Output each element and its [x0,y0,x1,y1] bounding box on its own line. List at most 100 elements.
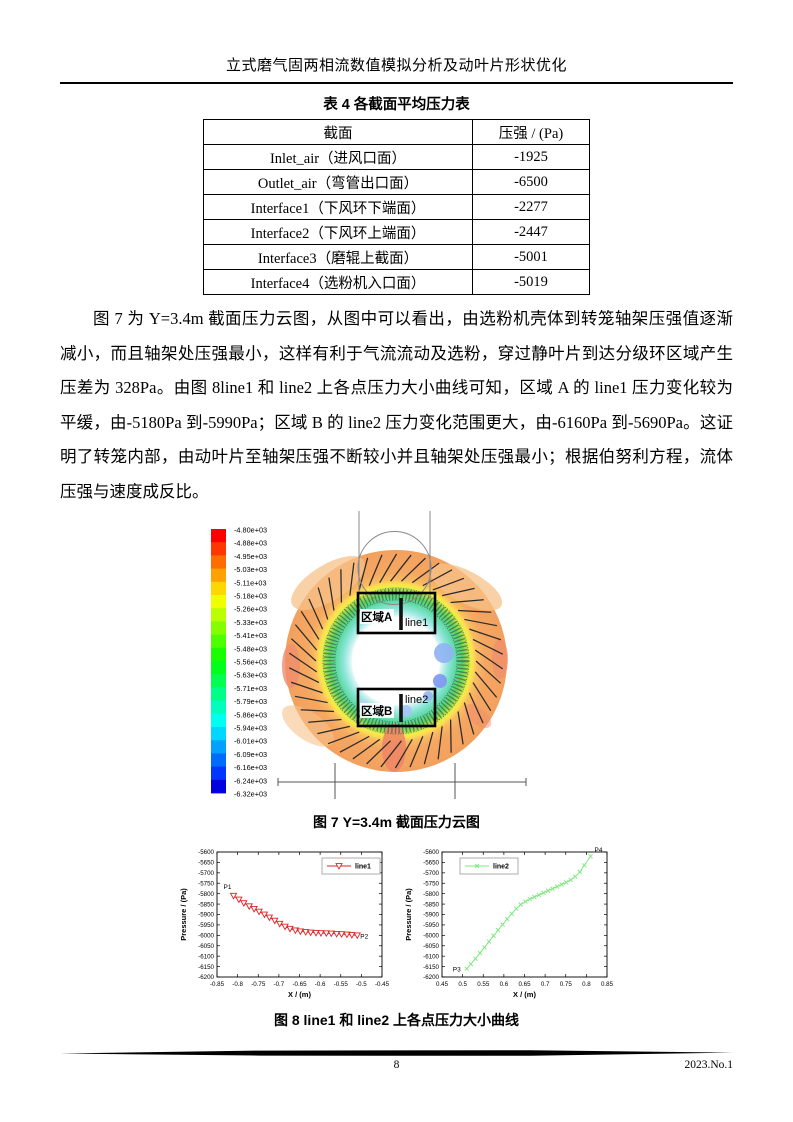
svg-text:0.7: 0.7 [540,981,549,988]
svg-text:Pressure / (Pa): Pressure / (Pa) [404,888,413,941]
svg-text:-5800: -5800 [198,891,214,898]
dimension-lines [277,763,527,799]
svg-text:-5.86e+03: -5.86e+03 [234,710,267,719]
svg-text:P1: P1 [223,884,231,891]
page-number: 8 [393,1059,400,1071]
static-vanes [288,553,504,769]
svg-text:-6050: -6050 [198,943,214,950]
figure7-caption: 图 7 Y=3.4m 截面压力云图 [313,814,480,830]
svg-text:-0.65: -0.65 [292,981,307,988]
svg-text:-5950: -5950 [198,922,214,929]
svg-text:-5.48e+03: -5.48e+03 [234,644,267,653]
svg-text:-6200: -6200 [198,974,214,981]
svg-text:-5.26e+03: -5.26e+03 [234,605,267,614]
svg-text:0.55: 0.55 [477,981,490,988]
header-divider [60,82,733,84]
table-row: Interface1（下风环下端面） -2277 [203,194,590,220]
region-b-box: 区域B line2 [356,687,437,728]
svg-text:-5600: -5600 [198,849,214,856]
svg-text:line1: line1 [355,864,371,871]
table-cell: -1925 [472,144,590,170]
line1-chart: -0.85 -0.8 -0.75 -0.7 -0.65 -0.6 -0.55 -0.5 -0.4… [179,849,390,999]
svg-text:P2: P2 [360,933,368,940]
svg-text:-5.11e+03: -5.11e+03 [234,578,267,587]
page-title: 立式磨气固两相流数值模拟分析及动叶片形状优化 [225,58,567,74]
svg-text:-0.6: -0.6 [314,981,325,988]
svg-text:-5.79e+03: -5.79e+03 [234,697,267,706]
svg-text:-5700: -5700 [423,870,439,877]
svg-text:-6150: -6150 [198,964,214,971]
svg-text:0.8: 0.8 [582,981,591,988]
outlet-tube-outline [357,511,432,605]
issue-label: 2023.No.1 [684,1059,733,1071]
svg-text:-0.55: -0.55 [333,981,348,988]
table-cell: -6500 [472,169,590,195]
svg-text:-0.85: -0.85 [209,981,224,988]
svg-text:-0.75: -0.75 [251,981,266,988]
svg-text:-6100: -6100 [423,953,439,960]
svg-text:-4.95e+03: -4.95e+03 [234,552,267,561]
svg-text:-5600: -5600 [423,849,439,856]
svg-text:-6.01e+03: -6.01e+03 [234,737,267,746]
svg-text:-6.32e+03: -6.32e+03 [234,790,267,799]
svg-text:-5750: -5750 [423,880,439,887]
svg-text:-5700: -5700 [198,870,214,877]
svg-text:-5900: -5900 [423,912,439,919]
svg-text:0.65: 0.65 [518,981,531,988]
svg-text:-5650: -5650 [423,860,439,867]
svg-text:-5.33e+03: -5.33e+03 [234,618,267,627]
svg-text:-5.03e+03: -5.03e+03 [234,565,267,574]
svg-text:0.6: 0.6 [499,981,508,988]
svg-text:-0.5: -0.5 [356,981,367,988]
svg-text:-0.8: -0.8 [232,981,243,988]
svg-text:X / (m): X / (m) [288,990,311,999]
svg-text:P4: P4 [594,847,602,854]
svg-text:-5.41e+03: -5.41e+03 [234,631,267,640]
svg-text:0.5: 0.5 [458,981,467,988]
table-cell: Interface4（选粉机入口面） [203,269,473,295]
svg-text:0.45: 0.45 [435,981,448,988]
svg-text:-5.94e+03: -5.94e+03 [234,724,267,733]
table-row: Outlet_air（弯管出口面） -6500 [203,169,590,195]
table-cell: -5001 [472,244,590,270]
table-header-section: 截面 [203,119,473,145]
table-header-pressure: 压强 / (Pa) [472,119,590,145]
table-cell: Interface3（磨辊上截面） [203,244,473,270]
svg-text:-4.88e+03: -4.88e+03 [234,539,267,548]
figure8-caption: 图 8 line1 和 line2 上各点压力大小曲线 [273,1012,520,1028]
svg-text:-6000: -6000 [198,933,214,940]
contour-plot: -4.80e+03 -4.88e+03 -4.95e+03 -5.03e+03 -5.1… [211,511,527,799]
svg-text:-6000: -6000 [423,933,439,940]
table-row: Inlet_air（进风口面） -1925 [203,144,590,170]
svg-text:X / (m): X / (m) [513,990,536,999]
body-paragraph: 图 7 为 Y=3.4m 截面压力云图，从图中可以看出，由选粉机壳体到转笼轴架压… [60,309,733,501]
svg-text:-5850: -5850 [198,901,214,908]
svg-text:-4.80e+03: -4.80e+03 [234,526,267,535]
svg-text:Pressure / (Pa): Pressure / (Pa) [179,888,188,941]
region-a-label: 区域A [361,610,392,624]
contour-colorbar [211,529,226,794]
svg-text:0.75: 0.75 [559,981,572,988]
svg-text:-6200: -6200 [423,974,439,981]
svg-text:-5650: -5650 [198,860,214,867]
svg-text:-6.09e+03: -6.09e+03 [234,750,267,759]
contour-field [282,550,508,772]
table-cell: Inlet_air（进风口面） [203,144,473,170]
figure8-charts: -0.85 -0.8 -0.75 -0.7 -0.65 -0.6 -0.55 -0.5 -0.4… [60,842,733,1007]
line1-label: line1 [405,617,428,629]
contour-colorbar-labels: -4.80e+03 -4.88e+03 -4.95e+03 -5.03e+03 -5.1… [234,526,267,799]
svg-text:-6050: -6050 [423,943,439,950]
svg-text:-5850: -5850 [423,901,439,908]
svg-text:-6100: -6100 [198,953,214,960]
svg-text:-6.16e+03: -6.16e+03 [234,763,267,772]
table-cell: Outlet_air（弯管出口面） [203,169,473,195]
table-cell: Interface2（下风环上端面） [203,219,473,245]
svg-text:0.85: 0.85 [600,981,613,988]
table-title: 表 4 各截面平均压力表 [323,97,470,113]
line2-label: line2 [405,694,428,706]
svg-text:P3: P3 [452,967,460,974]
svg-text:-0.7: -0.7 [273,981,284,988]
figure7-contour: -4.80e+03 -4.88e+03 -4.95e+03 -5.03e+03 -5.1… [60,511,733,809]
table-cell: -2277 [472,194,590,220]
line2-chart: 0.45 0.5 0.55 0.6 0.65 0.7 0.75 0.8 0.85 -5600 -56… [404,847,614,999]
